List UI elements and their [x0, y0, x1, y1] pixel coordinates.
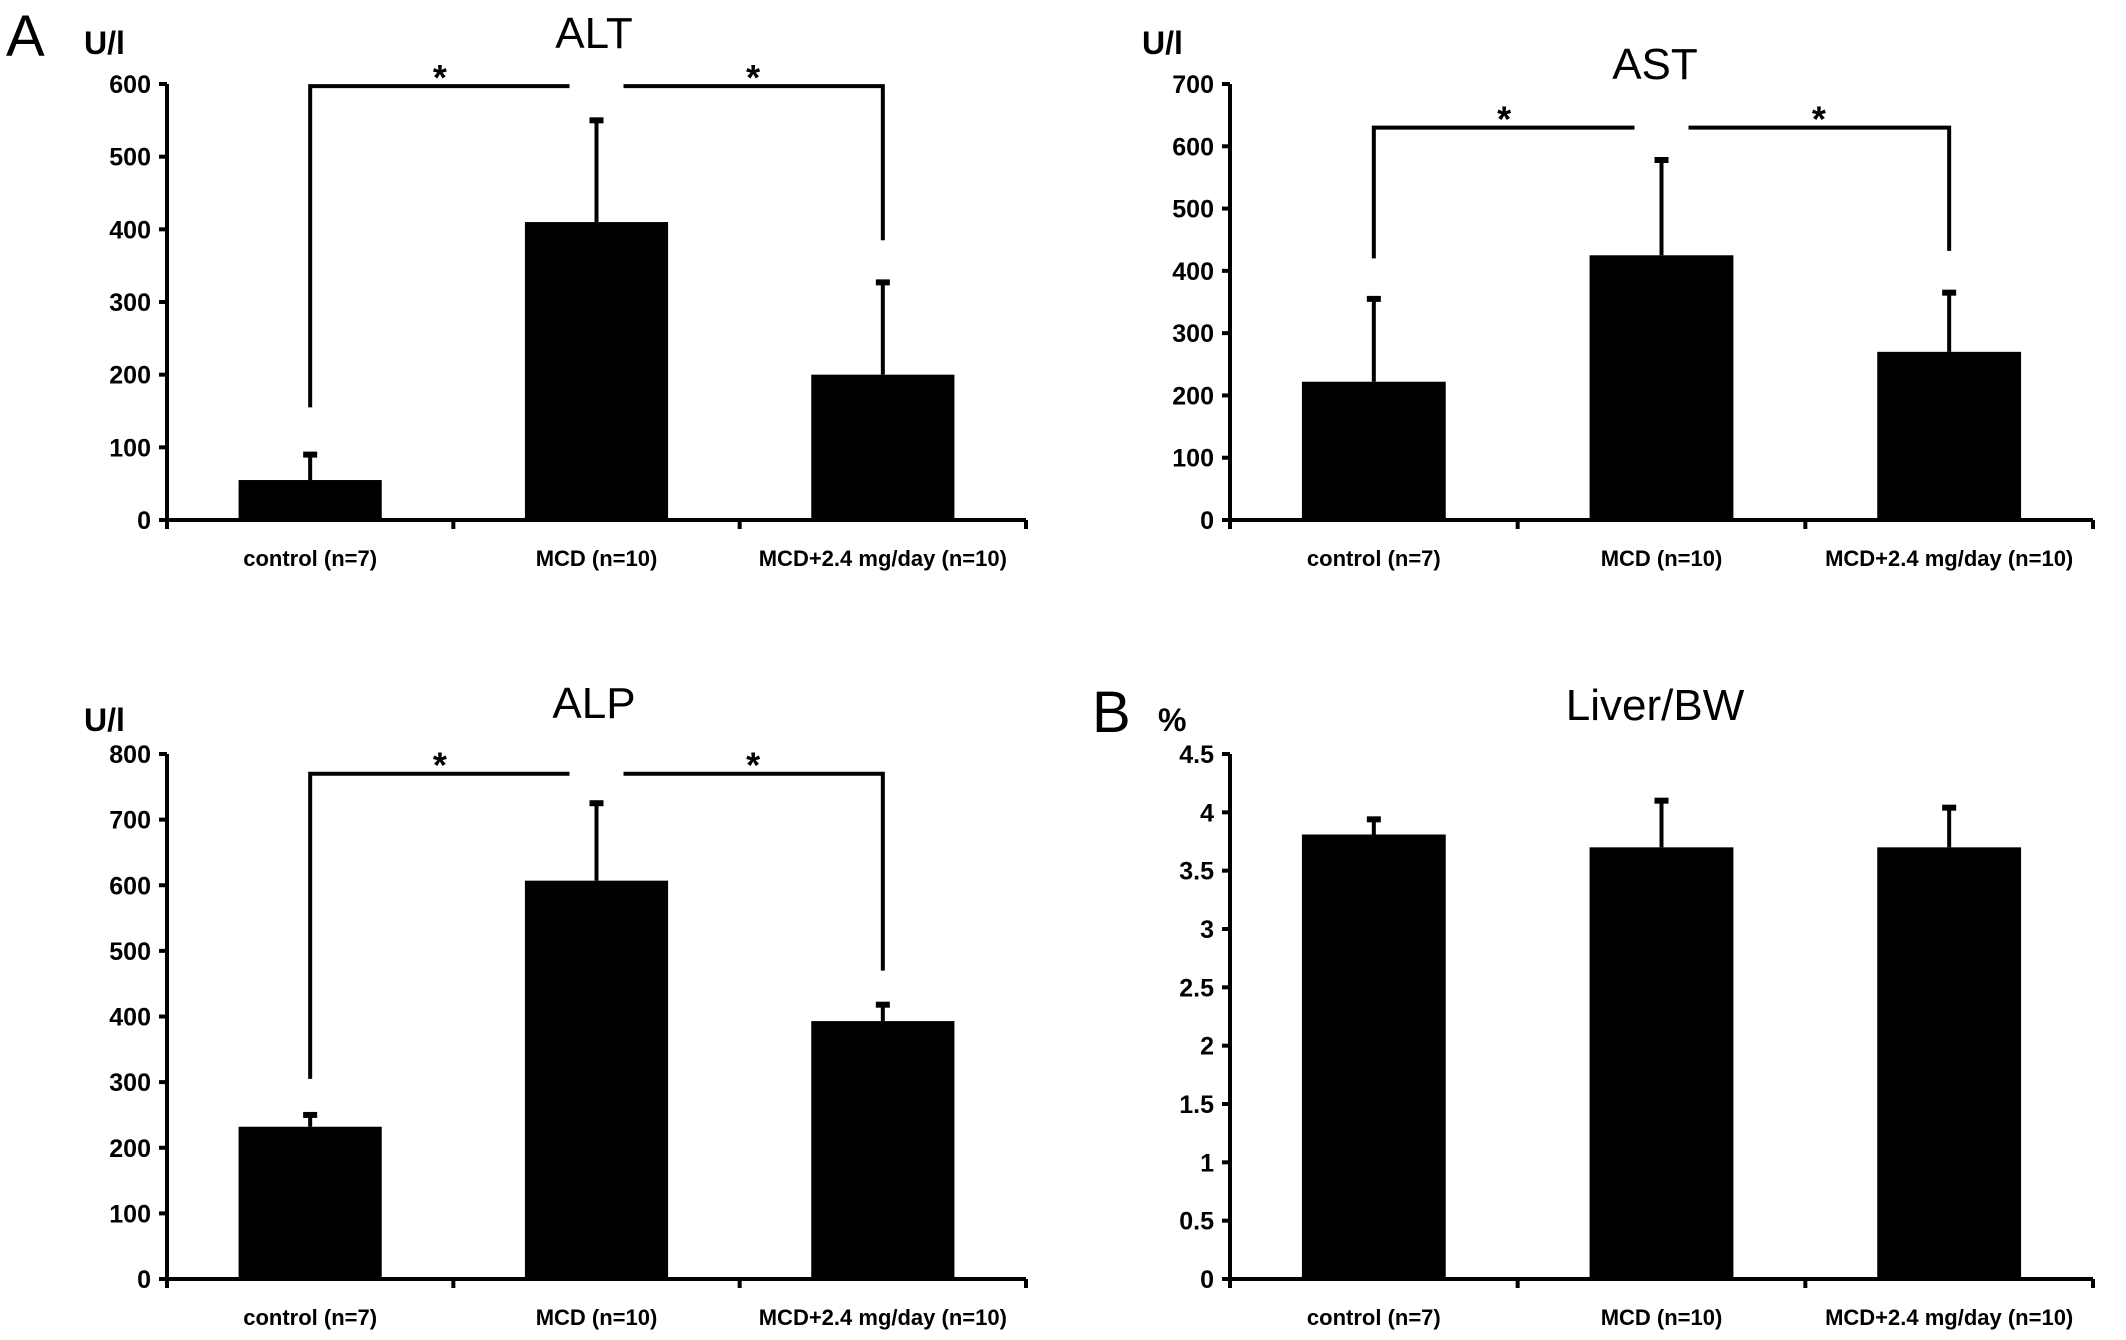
alt-y-tick-label: 200 — [109, 362, 151, 390]
ast-significance-bracket-right — [1688, 125, 1952, 251]
alt-category-label: MCD+2.4 mg/day (n=10) — [759, 546, 1007, 571]
ast-y-tick-label: 700 — [1172, 71, 1214, 99]
ast-y-unit: U/l — [1142, 25, 1183, 61]
liver-bw-bar — [1301, 834, 1446, 1279]
liver-bw-y-tick-label: 0.5 — [1179, 1208, 1214, 1236]
liver-bw-y-tick-label: 2 — [1200, 1033, 1214, 1061]
alp-y-tick-label: 800 — [109, 741, 151, 769]
alp-significance-bracket-right — [623, 771, 885, 971]
liver-bw-y-tick-label: 2.5 — [1179, 974, 1214, 1002]
ast-y-tick-label: 500 — [1172, 196, 1214, 224]
ast-bar — [1301, 381, 1446, 520]
ast-y-tick-label: 0 — [1200, 507, 1214, 535]
liver-bw-y-tick-label: 4 — [1200, 799, 1214, 827]
alt-significance-star: * — [746, 57, 760, 98]
alp-y-tick-label: 100 — [109, 1200, 151, 1228]
panel-label-a: A — [6, 4, 45, 69]
liver-bw-y-tick-label: 0 — [1200, 1266, 1214, 1294]
alp-y-tick-label: 200 — [109, 1135, 151, 1163]
alt-category-label: MCD (n=10) — [536, 546, 658, 571]
ast-title: AST — [1612, 40, 1698, 89]
liver-bw-category-label: MCD+2.4 mg/day (n=10) — [1825, 1305, 2073, 1330]
alp-y-unit: U/l — [84, 702, 125, 738]
alp-y-tick-label: 300 — [109, 1069, 151, 1097]
liver-bw-y-tick-label: 3.5 — [1179, 858, 1214, 886]
alt-significance-bracket-right — [623, 84, 885, 241]
alt-y-unit: U/l — [84, 25, 125, 61]
alt-bar — [524, 222, 669, 521]
ast-significance-star: * — [1812, 99, 1826, 140]
ast-y-tick-label: 100 — [1172, 445, 1214, 473]
alp-y-tick-label: 400 — [109, 1004, 151, 1032]
liver-bw-category-label: control (n=7) — [1307, 1305, 1441, 1330]
alt-y-tick-label: 300 — [109, 289, 151, 317]
ast-y-tick-label: 300 — [1172, 320, 1214, 348]
alt-y-tick-label: 500 — [109, 144, 151, 172]
alp-chart: 0 100 200 300 400 500 600 700 800 control (n=7) MC… — [109, 741, 1028, 1330]
alp-bar — [524, 880, 669, 1279]
alp-bar — [811, 1021, 955, 1279]
alp-significance-star: * — [433, 745, 447, 786]
ast-y-tick-label: 200 — [1172, 382, 1214, 410]
alp-category-label: MCD (n=10) — [536, 1305, 658, 1330]
ast-category-label: MCD+2.4 mg/day (n=10) — [1825, 546, 2073, 571]
liver-bw-y-tick-label: 3 — [1200, 916, 1214, 944]
alp-y-tick-label: 0 — [137, 1266, 151, 1294]
liver-bw-y-tick-label: 4.5 — [1179, 741, 1214, 769]
liver-bw-bar — [1877, 847, 2022, 1279]
alp-title: ALP — [552, 679, 635, 728]
ast-category-label: MCD (n=10) — [1601, 546, 1723, 571]
alp-category-label: MCD+2.4 mg/day (n=10) — [759, 1305, 1007, 1330]
alt-bar — [811, 374, 955, 520]
ast-significance-star: * — [1497, 99, 1511, 140]
alt-chart: 0 100 200 300 400 500 600 control (n=7) MCD (n=1… — [109, 57, 1028, 571]
alt-bar — [238, 480, 382, 520]
alt-y-tick-label: 400 — [109, 216, 151, 244]
alp-y-tick-label: 500 — [109, 938, 151, 966]
alt-y-tick-label: 0 — [137, 507, 151, 535]
alp-category-label: control (n=7) — [243, 1305, 377, 1330]
alt-y-tick-label: 600 — [109, 71, 151, 99]
ast-y-tick-label: 400 — [1172, 258, 1214, 286]
alt-significance-star: * — [433, 57, 447, 98]
alt-title: ALT — [555, 9, 632, 58]
ast-chart: 0 100 200 300 400 500 600 700 control (n=7) MCD (… — [1172, 71, 2095, 571]
liver-bw-y-tick-label: 1.5 — [1179, 1091, 1214, 1119]
alt-category-label: control (n=7) — [243, 546, 377, 571]
alp-y-tick-label: 600 — [109, 872, 151, 900]
alt-y-tick-label: 100 — [109, 434, 151, 462]
alp-bar — [238, 1126, 382, 1279]
alp-y-tick-label: 700 — [109, 807, 151, 835]
ast-bar — [1589, 255, 1734, 521]
liver-bw-category-label: MCD (n=10) — [1601, 1305, 1723, 1330]
alp-significance-bracket-left — [308, 771, 570, 1079]
ast-y-tick-label: 600 — [1172, 133, 1214, 161]
liver-y-unit: % — [1158, 702, 1186, 738]
liver-bw-y-tick-label: 1 — [1200, 1149, 1214, 1177]
alp-significance-star: * — [746, 745, 760, 786]
liver-bw-chart: 0 0.5 1 1.5 2 2.5 3 3.5 4 4.5 control (n=7) MCD (n=… — [1179, 741, 2095, 1330]
ast-category-label: control (n=7) — [1307, 546, 1441, 571]
alt-significance-bracket-left — [308, 84, 570, 408]
liver-bw-title: Liver/BW — [1566, 681, 1745, 730]
ast-bar — [1877, 351, 2022, 520]
panel-label-b: B — [1092, 680, 1131, 745]
ast-significance-bracket-left — [1371, 125, 1635, 259]
liver-bw-bar — [1589, 847, 1734, 1279]
